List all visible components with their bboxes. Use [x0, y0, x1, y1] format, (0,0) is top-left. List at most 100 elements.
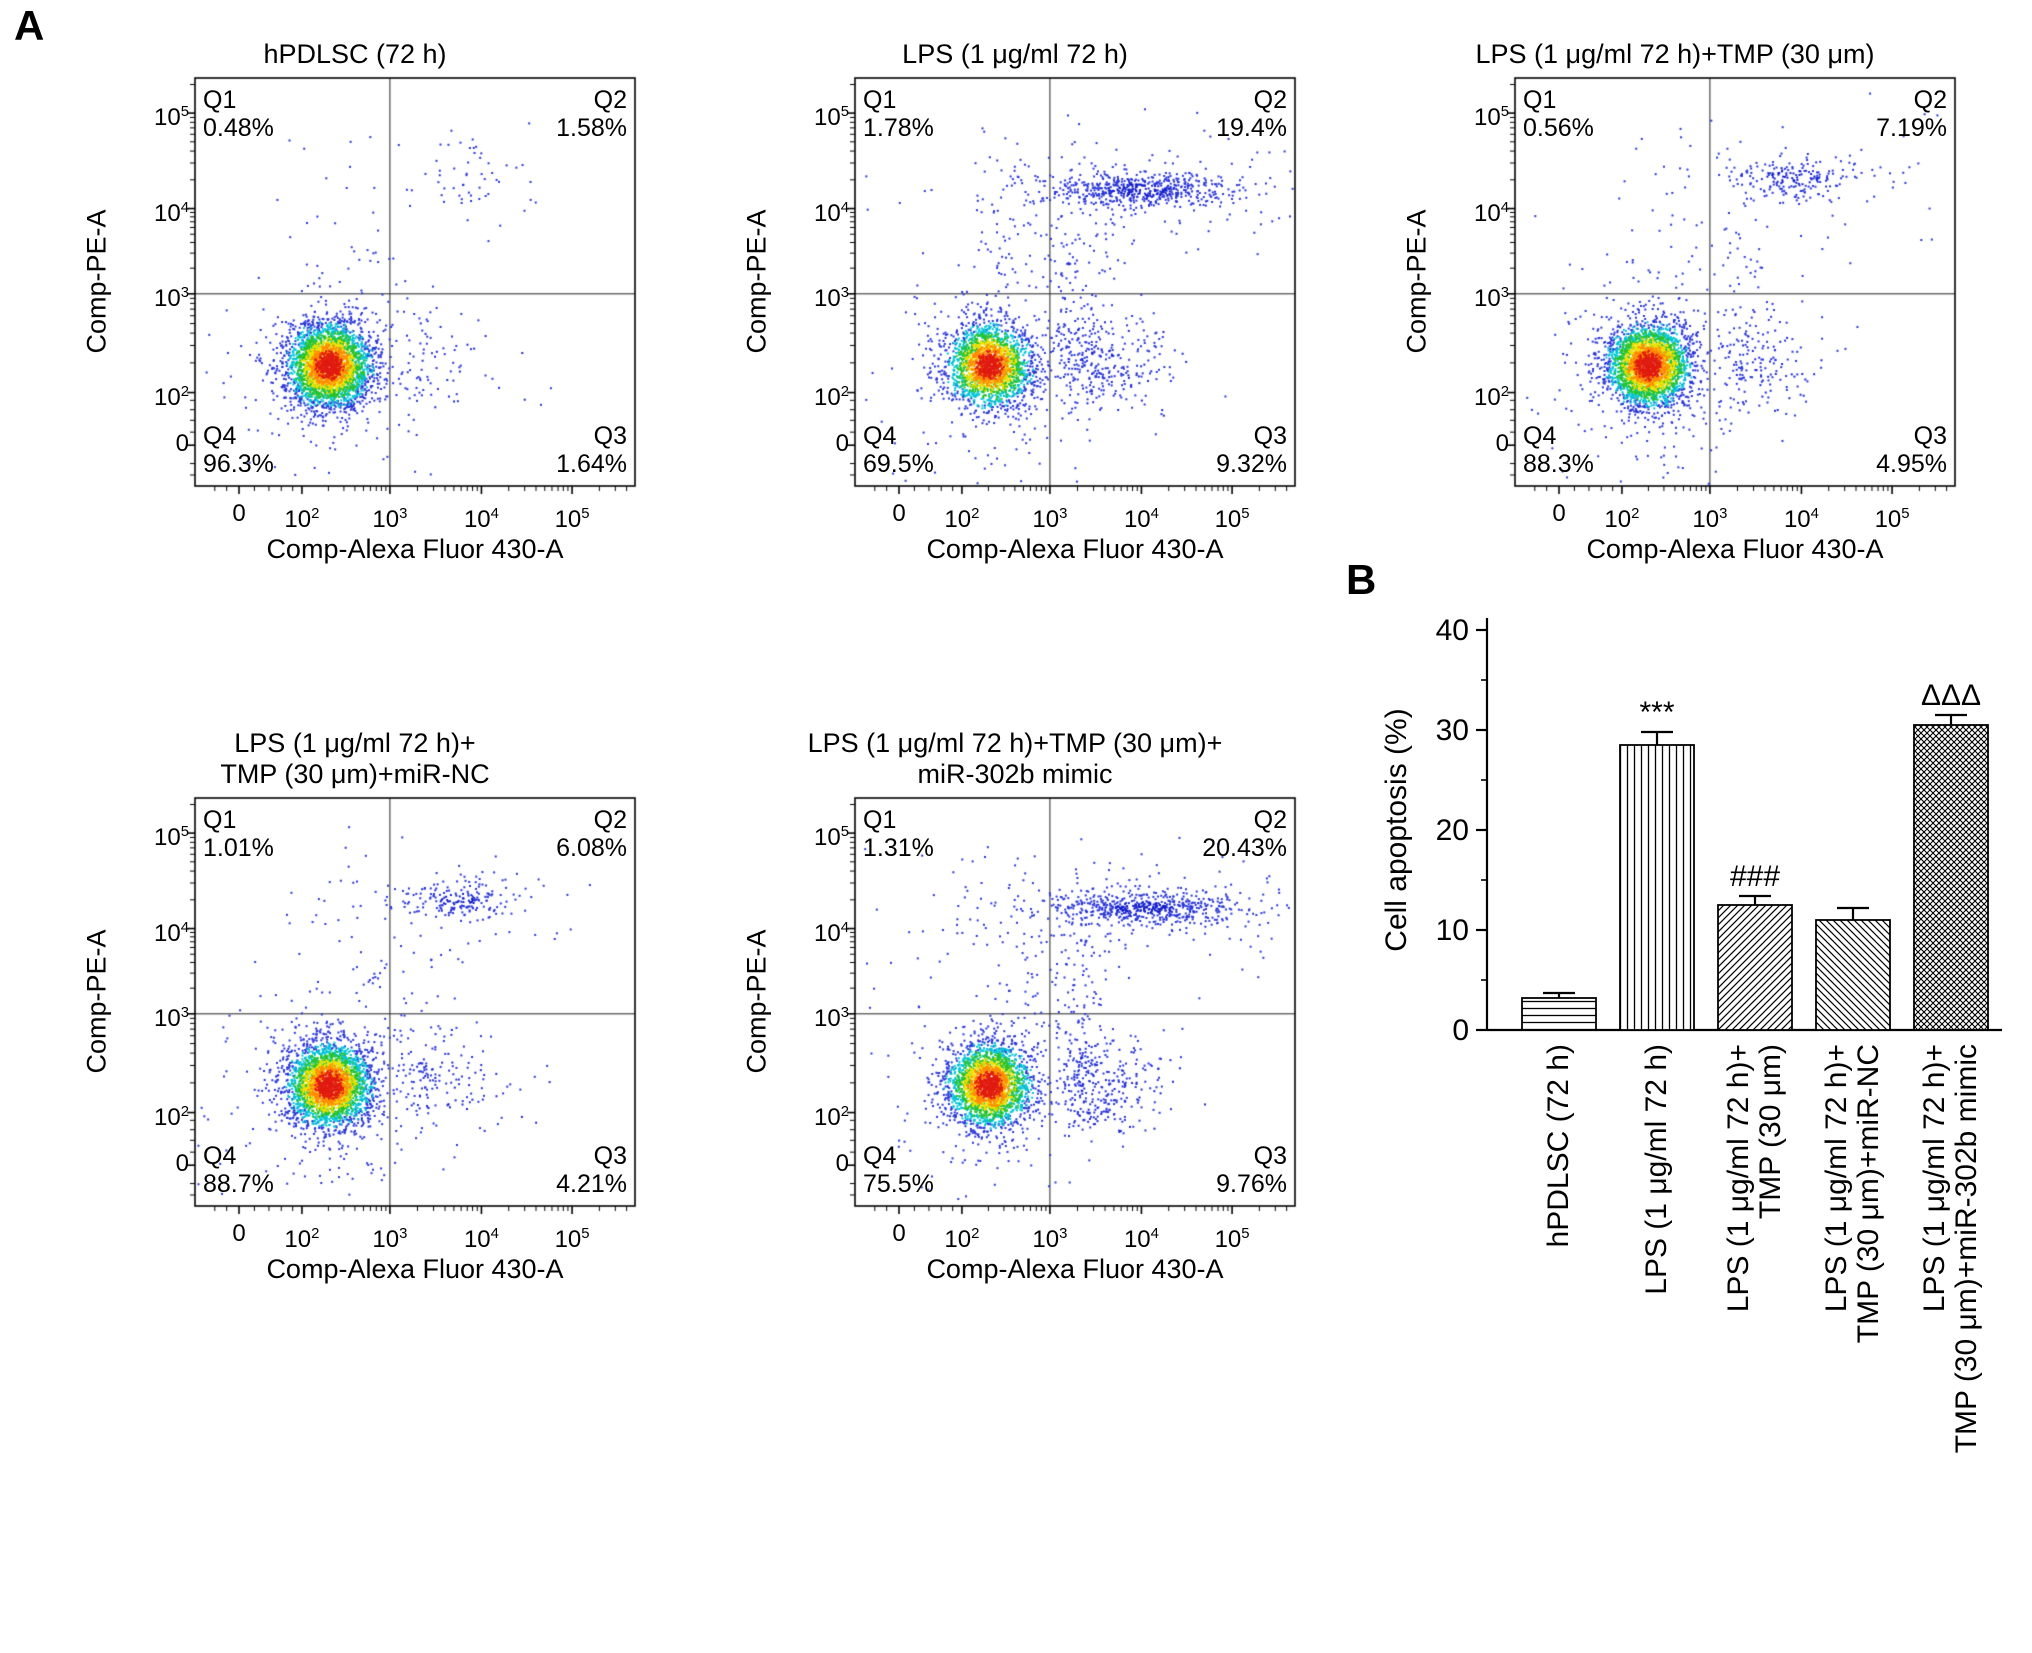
x-axis-label: Comp-Alexa Fluor 430-A — [926, 534, 1224, 564]
quadrant-q1-label: Q1 1.78% — [863, 86, 934, 142]
significance-annotation-2: *** — [1639, 696, 1674, 729]
bar-4 — [1815, 919, 1891, 1031]
bar-x-label-1: hPDLSC (72 h) — [1542, 1044, 1575, 1247]
flow-plot-canvas — [835, 68, 1315, 518]
panel-a-label: A — [14, 2, 45, 49]
quadrant-q4-label: Q4 88.3% — [1523, 422, 1594, 478]
bar-y-tick-label: 10 — [1436, 914, 1469, 947]
x-tick-label: 105 — [554, 1226, 590, 1253]
quadrant-q3-label: Q3 1.64% — [556, 422, 627, 478]
y-tick-label: 105 — [814, 104, 849, 132]
flow-plot-2: LPS (1 μg/ml 72 h) 105 104 103 102 0 0 102 103 10… — [705, 8, 1325, 583]
y-tick-label: 103 — [154, 1004, 189, 1032]
y-tick-label: 104 — [154, 199, 189, 227]
bar-x-label-3: TMP (30 μm) — [1754, 1044, 1787, 1219]
bar-2 — [1619, 744, 1695, 1031]
quadrant-q3-label: Q3 4.21% — [556, 1142, 627, 1198]
y-axis-label: Comp-PE-A — [741, 929, 772, 1074]
bar-y-tick-label: 30 — [1436, 714, 1469, 747]
x-tick-label: 103 — [372, 506, 408, 533]
x-tick-label: 0 — [892, 500, 906, 527]
bar-chart-svg: 0 10 20 30 40 Cell apoptosis (%) hPDLSC (72 h)… — [1380, 614, 2002, 1453]
y-axis-label: Comp-PE-A — [741, 209, 772, 354]
bar-x-label-5: TMP (30 μm)+miR-302b mimic — [1950, 1044, 1983, 1453]
flow-plot-canvas — [1495, 68, 1975, 518]
quadrant-q1-label: Q1 0.56% — [1523, 86, 1594, 142]
quadrant-q4-label: Q4 96.3% — [203, 422, 274, 478]
x-tick-label: 105 — [1874, 506, 1910, 533]
flow-plot-4: LPS (1 μg/ml 72 h)+ TMP (30 μm)+miR-NC 105… — [45, 728, 665, 1303]
significance-annotation-3: ### — [1730, 860, 1780, 893]
x-axis-label: Comp-Alexa Fluor 430-A — [926, 1254, 1224, 1284]
y-tick-label: 105 — [814, 824, 849, 852]
y-tick-label: 0 — [175, 1150, 189, 1178]
x-tick-label: 102 — [944, 1226, 980, 1253]
panel-b-label: B — [1346, 556, 1377, 603]
flow-plot-title: LPS (1 μg/ml 72 h)+ TMP (30 μm)+miR-NC — [220, 728, 490, 789]
y-tick-label: 105 — [154, 824, 189, 852]
x-tick-label: 103 — [1692, 506, 1728, 533]
bar-x-label-4: TMP (30 μm)+miR-NC — [1852, 1044, 1885, 1343]
error-bar-2 — [1641, 730, 1673, 745]
x-tick-label: 0 — [892, 1220, 906, 1247]
y-tick-label: 102 — [154, 383, 189, 411]
quadrant-q4-label: Q4 75.5% — [863, 1142, 934, 1198]
y-tick-label: 0 — [175, 430, 189, 458]
x-tick-label: 0 — [232, 1220, 246, 1247]
y-tick-label: 103 — [1474, 284, 1509, 312]
bar-5 — [1913, 724, 1989, 1031]
bar-y-tick-label: 20 — [1436, 814, 1469, 847]
x-tick-label: 104 — [1123, 1226, 1159, 1253]
x-tick-label: 103 — [1032, 1226, 1068, 1253]
significance-annotation-5: ΔΔΔ — [1921, 679, 1981, 712]
quadrant-q1-label: Q1 0.48% — [203, 86, 274, 142]
flow-plot-title: LPS (1 μg/ml 72 h)+TMP (30 μm)+ miR-302b … — [807, 728, 1223, 789]
x-tick-label: 104 — [1783, 506, 1819, 533]
flow-plot-canvas — [175, 788, 655, 1238]
quadrant-q4-label: Q4 88.7% — [203, 1142, 274, 1198]
flow-plot-title: LPS (1 μg/ml 72 h) — [902, 39, 1128, 69]
y-tick-label: 103 — [814, 284, 849, 312]
x-tick-label: 105 — [1214, 506, 1250, 533]
error-bar-3 — [1739, 894, 1771, 905]
quadrant-q2-label: Q2 7.19% — [1876, 86, 1947, 142]
y-tick-label: 102 — [154, 1103, 189, 1131]
error-bar-4 — [1837, 906, 1869, 920]
quadrant-q3-label: Q3 4.95% — [1876, 422, 1947, 478]
x-tick-label: 103 — [1032, 506, 1068, 533]
bar-x-label-3: LPS (1 μg/ml 72 h)+ — [1722, 1044, 1755, 1312]
y-axis-label: Comp-PE-A — [1401, 209, 1432, 354]
quadrant-q1-label: Q1 1.01% — [203, 806, 274, 862]
x-tick-label: 105 — [554, 506, 590, 533]
x-axis-label: Comp-Alexa Fluor 430-A — [266, 534, 564, 564]
x-axis-label: Comp-Alexa Fluor 430-A — [1586, 534, 1884, 564]
quadrant-q2-label: Q2 6.08% — [556, 806, 627, 862]
quadrant-q3-label: Q3 9.32% — [1216, 422, 1287, 478]
bar-x-label-4: LPS (1 μg/ml 72 h)+ — [1820, 1044, 1853, 1312]
x-tick-label: 104 — [1123, 506, 1159, 533]
flow-plot-5: LPS (1 μg/ml 72 h)+TMP (30 μm)+ miR-302b … — [705, 728, 1325, 1303]
y-tick-label: 102 — [1474, 383, 1509, 411]
flow-plot-title: hPDLSC (72 h) — [263, 39, 447, 69]
flow-plot-canvas — [835, 788, 1315, 1238]
flow-plot-1: hPDLSC (72 h) 105 104 103 102 0 0 102 103 104 105 C… — [45, 8, 665, 583]
error-bar-1 — [1543, 991, 1575, 998]
quadrant-q2-label: Q2 20.43% — [1202, 806, 1287, 862]
y-tick-label: 104 — [814, 199, 849, 227]
x-tick-label: 0 — [1552, 500, 1566, 527]
y-tick-label: 104 — [154, 919, 189, 947]
x-tick-label: 102 — [284, 1226, 320, 1253]
y-axis-label: Comp-PE-A — [81, 929, 112, 1074]
y-tick-label: 102 — [814, 1103, 849, 1131]
x-tick-label: 103 — [372, 1226, 408, 1253]
y-tick-label: 104 — [814, 919, 849, 947]
bar-1 — [1521, 997, 1597, 1031]
quadrant-q1-label: Q1 1.31% — [863, 806, 934, 862]
quadrant-q2-label: Q2 19.4% — [1216, 86, 1287, 142]
x-tick-label: 104 — [463, 1226, 499, 1253]
x-tick-label: 0 — [232, 500, 246, 527]
bar-y-tick-label: 40 — [1436, 614, 1469, 647]
apoptosis-bar-chart: 0 10 20 30 40 Cell apoptosis (%) hPDLSC (72 h)… — [1372, 550, 2032, 1653]
y-tick-label: 105 — [154, 104, 189, 132]
